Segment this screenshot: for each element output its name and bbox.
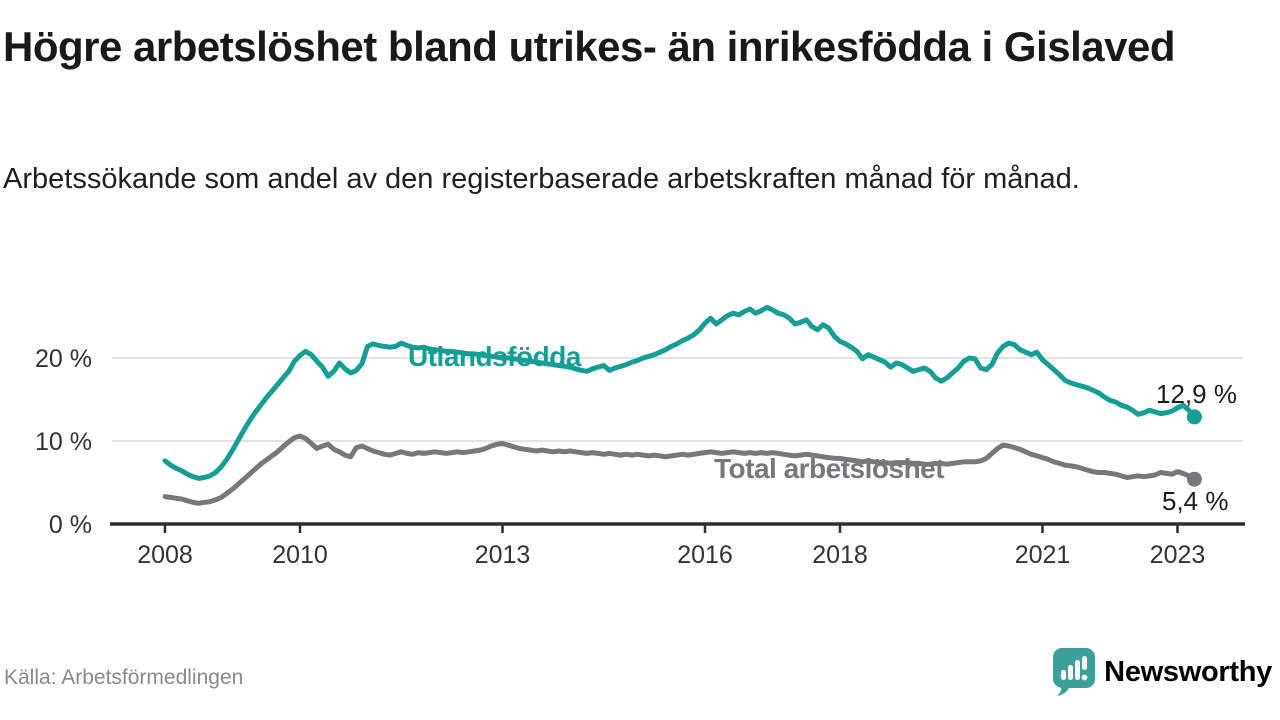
page-title: Högre arbetslöshet bland utrikes- än inr… — [3, 23, 1175, 70]
chart-series-lines — [162, 304, 1202, 506]
x-axis-tick-label: 2021 — [1015, 541, 1071, 569]
x-axis-tick-label: 2010 — [272, 541, 328, 569]
end-value-label-total: 5,4 % — [1162, 486, 1229, 516]
newsworthy-speech-bubble-icon — [1053, 648, 1096, 696]
x-axis-tick-label: 2018 — [812, 541, 868, 569]
y-axis-tick-label: 20 % — [35, 345, 92, 373]
series-line-1 — [162, 433, 1197, 506]
x-axis-tick-label: 2008 — [137, 541, 193, 569]
series-label-utlandsfodda: Utlandsfödda — [408, 341, 582, 372]
newsworthy-logo: Newsworthy — [1053, 648, 1272, 696]
source-note: Källa: Arbetsförmedlingen — [4, 666, 244, 689]
chart-subtitle: Arbetssökande som andel av den registerb… — [3, 163, 1080, 195]
series-end-dot-1 — [1186, 471, 1202, 487]
chart-axes: 0 % 10 % 20 % 2008 2010 2013 2016 2018 2021 2023 — [35, 345, 1245, 569]
brand-name: Newsworthy — [1104, 655, 1272, 688]
series-line-0 — [162, 304, 1197, 481]
series-label-total-arbetsloshet: Total arbetslöshet — [714, 453, 944, 484]
y-axis-tick-label: 0 % — [49, 511, 92, 539]
x-axis-tick-label: 2023 — [1150, 541, 1206, 569]
x-axis-tick-label: 2013 — [475, 541, 531, 569]
y-axis-tick-label: 10 % — [35, 428, 92, 456]
end-value-label-utlandsfodda: 12,9 % — [1156, 379, 1237, 409]
x-axis-tick-label: 2016 — [677, 541, 733, 569]
series-end-dot-0 — [1186, 409, 1202, 425]
